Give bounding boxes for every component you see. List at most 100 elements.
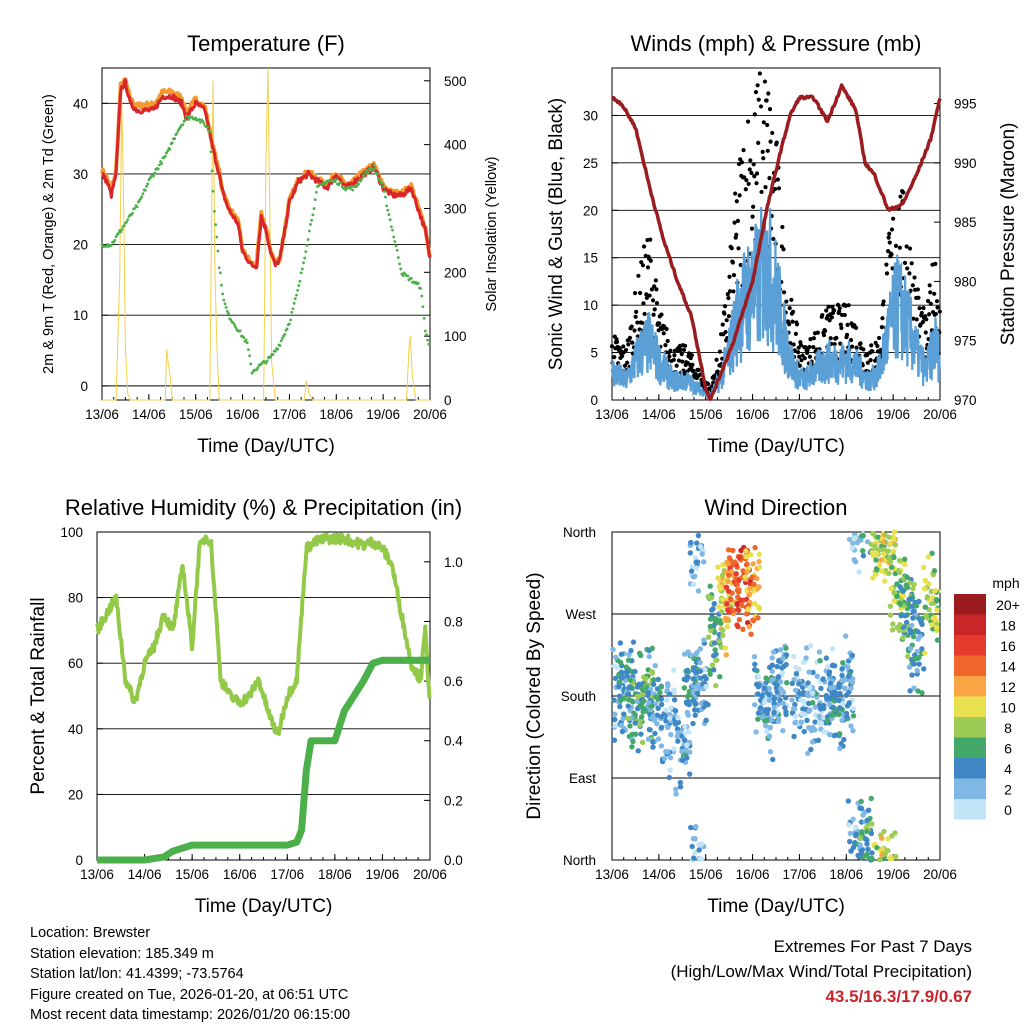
direction-point: [836, 711, 842, 718]
direction-point: [624, 673, 630, 679]
dewpoint-point: [279, 339, 283, 343]
gust-point: [842, 312, 847, 318]
series-2m-temperature: [101, 78, 432, 270]
panel-1-ytick-label: 20: [73, 238, 88, 253]
direction-point: [874, 844, 880, 851]
gust-point: [636, 273, 641, 278]
dewpoint-point: [247, 348, 250, 352]
dewpoint-point: [276, 347, 280, 351]
direction-point: [720, 632, 726, 639]
direction-point: [739, 603, 745, 609]
direction-point: [906, 664, 913, 670]
direction-point: [612, 711, 618, 717]
direction-point: [850, 728, 856, 734]
legend-title: mph: [992, 575, 1019, 591]
dewpoint-point: [398, 262, 401, 266]
direction-point: [901, 556, 908, 562]
gust-point: [909, 261, 914, 266]
gust-point: [634, 309, 639, 314]
panel-3-ytick-label: 100: [60, 525, 83, 540]
direction-point: [804, 717, 810, 724]
direction-point: [725, 547, 732, 553]
panel-3-ytick-label: 20: [68, 787, 83, 802]
dewpoint-point: [222, 298, 226, 302]
dewpoint-point: [323, 183, 326, 187]
direction-point: [711, 667, 717, 673]
direction-point: [775, 674, 782, 680]
direction-point: [782, 704, 788, 711]
gust-point: [917, 306, 922, 311]
direction-point: [910, 633, 917, 640]
gust-point: [803, 345, 808, 350]
dewpoint-point: [117, 231, 120, 235]
direction-point: [671, 667, 677, 673]
direction-point: [740, 568, 746, 574]
direction-point: [756, 606, 763, 612]
direction-point: [715, 575, 721, 581]
direction-point: [617, 679, 623, 685]
direction-point: [699, 551, 705, 557]
direction-point: [903, 619, 910, 626]
direction-point: [905, 600, 911, 607]
legend-swatch: [954, 614, 986, 635]
dewpoint-point: [139, 197, 143, 201]
panel-4-title: Wind Direction: [704, 495, 847, 520]
dewpoint-point: [313, 198, 317, 202]
direction-point: [691, 855, 697, 861]
panel-3-ytick-right-label: 0.0: [444, 853, 463, 868]
direction-point: [934, 607, 940, 613]
direction-point: [865, 807, 872, 813]
direction-point: [860, 548, 866, 554]
direction-point: [769, 668, 776, 675]
direction-point: [650, 681, 657, 688]
direction-point: [665, 724, 671, 731]
gust-point: [884, 271, 890, 276]
direction-point: [777, 647, 784, 653]
direction-point: [805, 690, 811, 696]
dewpoint-point: [265, 359, 269, 363]
direction-point: [763, 717, 770, 724]
direction-point: [746, 623, 752, 630]
timestamp-text: Most recent data timestamp: 2026/01/20 0…: [30, 1007, 351, 1023]
direction-point: [617, 659, 624, 665]
direction-point: [771, 704, 777, 711]
direction-point: [693, 701, 699, 707]
direction-point: [905, 653, 911, 660]
gust-point: [690, 362, 695, 367]
direction-point: [690, 676, 696, 682]
gust-point: [756, 97, 761, 102]
direction-point: [917, 633, 923, 640]
gust-point: [638, 290, 643, 296]
direction-point: [720, 562, 726, 568]
direction-point: [708, 595, 715, 601]
panel-1-ylabel: 2m & 9m T (Red, Orange) & 2m Td (Green): [41, 94, 57, 374]
direction-point: [752, 661, 758, 667]
direction-point: [638, 731, 644, 737]
direction-point: [650, 739, 656, 745]
direction-point: [922, 577, 928, 584]
gust-point: [891, 216, 896, 221]
gust-point: [933, 261, 938, 267]
direction-point: [909, 622, 915, 629]
direction-point: [874, 567, 881, 573]
direction-point: [916, 598, 922, 605]
panel-3-ytick-right-label: 0.4: [444, 734, 463, 749]
direction-point: [847, 830, 854, 837]
direction-point: [732, 559, 738, 565]
direction-point: [777, 679, 784, 685]
gust-point: [682, 343, 688, 348]
direction-point: [817, 657, 823, 664]
panel-3-xtick-label: 20/06: [413, 867, 447, 882]
direction-point: [800, 659, 807, 665]
dewpoint-point: [245, 341, 249, 345]
gust-point: [752, 174, 757, 179]
direction-point: [664, 681, 671, 687]
direction-point: [634, 698, 640, 704]
direction-point: [727, 596, 734, 602]
gust-point: [901, 190, 906, 195]
gust-point: [722, 311, 727, 316]
gust-point: [839, 325, 844, 331]
direction-point: [751, 581, 757, 588]
gust-point: [885, 249, 891, 254]
direction-point: [716, 604, 722, 610]
